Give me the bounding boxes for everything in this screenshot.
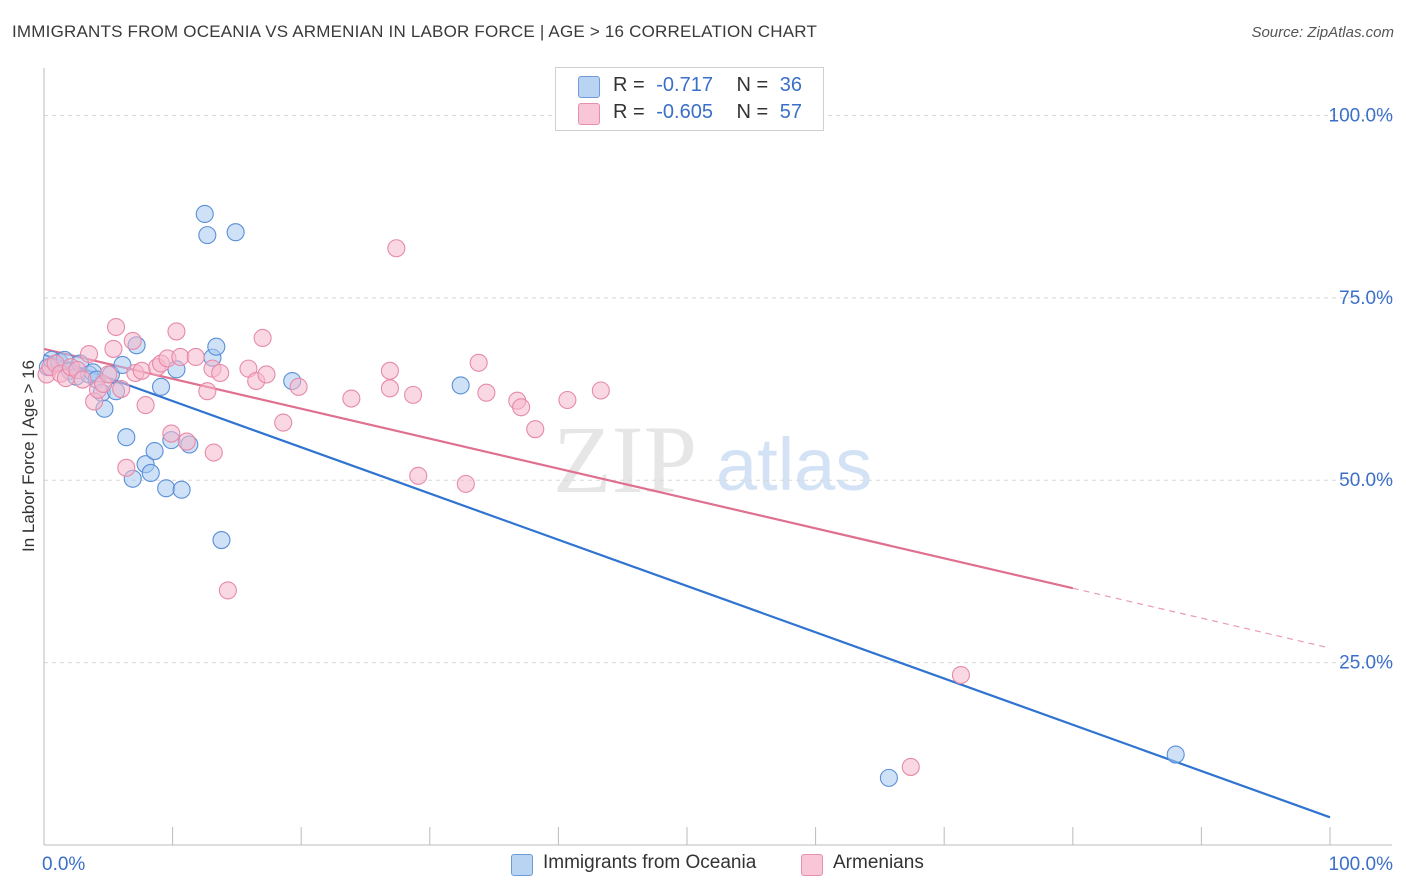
point-armenians [112,379,131,399]
point-armenians [526,420,545,439]
point-oceania [172,480,191,499]
watermark-atlas: atlas [716,423,872,506]
bottom-legend-label-armenians: Armenians [833,852,924,873]
trend-line-armenians [43,347,1074,590]
trend-line-oceania [43,353,1331,819]
point-oceania [145,442,164,461]
gridlines [44,114,1392,664]
point-armenians [404,385,423,404]
source-credit: Source: ZipAtlas.com [1251,24,1394,41]
point-armenians [387,239,406,258]
legend-swatch-armenians [578,103,600,125]
y-tick-label: 75.0% [1339,288,1393,309]
point-armenians [73,370,92,389]
legend-n-label: N = [736,101,769,123]
point-armenians [289,377,308,396]
point-armenians [951,665,970,685]
point-armenians [469,353,488,372]
point-armenians [591,381,610,400]
legend-r-label: R = [613,74,645,96]
legend-n-value: 57 [779,101,803,123]
point-armenians [198,382,217,401]
point-armenians [167,322,186,341]
x-tick-label: 0.0% [42,854,85,875]
point-oceania [1166,745,1185,764]
point-armenians [99,365,118,384]
point-armenians [380,379,399,398]
point-armenians [211,363,230,383]
watermark-zip: ZIP [553,406,697,513]
point-armenians [218,581,237,600]
point-armenians [456,474,475,493]
point-oceania [451,376,470,395]
point-armenians [186,347,205,366]
trend-line-extension-armenians [1072,587,1331,649]
point-oceania [226,223,245,242]
point-armenians [512,398,531,417]
bottom-legend-label-oceania: Immigrants from Oceania [543,852,757,873]
legend-r-value: -0.717 [656,74,713,96]
legend-n-label: N = [736,74,769,96]
legend-r-value: -0.605 [656,101,713,123]
point-oceania [879,768,898,787]
point-armenians [123,331,142,350]
point-oceania [207,337,226,356]
point-armenians [204,443,223,462]
point-armenians [106,317,126,337]
point-armenians [409,466,428,485]
point-oceania [212,531,231,550]
y-axis-label: In Labor Force | Age > 16 [19,360,38,552]
point-oceania [117,428,136,447]
legend-n-value: 36 [779,74,803,96]
y-tick-label: 25.0% [1339,653,1393,674]
x-tick-label: 100.0% [1329,854,1394,875]
point-oceania [113,355,132,375]
point-armenians [162,424,181,443]
legend-swatch-oceania [578,76,600,98]
point-armenians [342,389,361,408]
point-armenians [79,344,99,364]
point-armenians [380,361,399,380]
point-armenians [104,339,123,358]
point-armenians [171,347,190,366]
point-oceania [141,463,160,482]
point-armenians [274,413,293,432]
chart-title: IMMIGRANTS FROM OCEANIA VS ARMENIAN IN L… [12,22,818,41]
point-armenians [558,390,577,410]
y-tick-label: 100.0% [1329,105,1394,126]
axes [43,68,1392,846]
x-tick-labels: 0.0% 100.0% [42,854,1393,875]
data-points [37,204,1185,787]
point-oceania [195,204,214,224]
point-armenians [132,361,151,380]
point-armenians [117,458,136,477]
y-tick-label: 50.0% [1339,470,1393,491]
point-oceania [198,226,217,245]
legend-r-label: R = [613,101,645,123]
bottom-legend-swatch-oceania [511,854,533,876]
y-tick-labels: 25.0% 50.0% 75.0% 100.0% [1329,105,1394,673]
bottom-legend-swatch-armenians [801,854,823,876]
point-armenians [177,432,196,451]
point-armenians [257,365,276,384]
point-armenians [253,328,272,348]
point-oceania [157,479,176,498]
point-armenians [901,757,920,776]
stats-legend: R = -0.717 N = 36 R = -0.605 N = 57 [555,67,824,131]
point-armenians [136,396,155,415]
point-armenians [477,383,496,402]
point-oceania [151,377,171,396]
